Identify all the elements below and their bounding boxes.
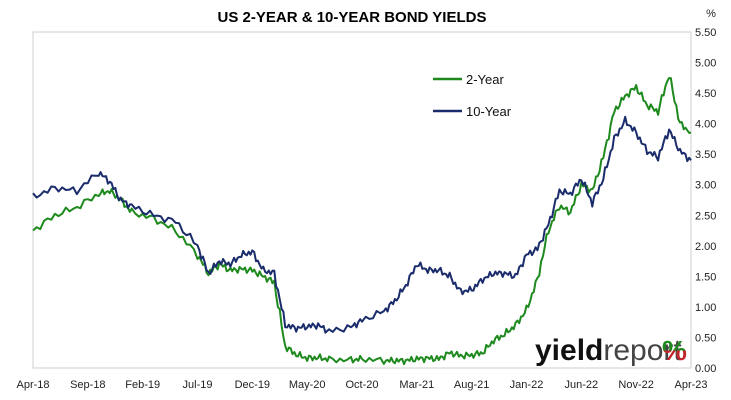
x-tick-label: Jan-22: [510, 379, 544, 391]
x-tick-label: Apr-23: [674, 379, 707, 391]
series-line-2-year: [32, 77, 692, 366]
y-tick-label: 0.00: [695, 363, 716, 375]
x-tick-label: Jun-22: [565, 379, 599, 391]
x-tick-label: Mar-21: [399, 379, 434, 391]
y-tick-label: 4.00: [695, 119, 716, 131]
y-tick-label: 4.50: [695, 88, 716, 100]
x-tick-label: Aug-21: [454, 379, 489, 391]
y-tick-label: 5.50: [695, 27, 716, 39]
x-tick-label: Dec-19: [235, 379, 270, 391]
brand-text-yield: yield: [535, 334, 603, 367]
y-axis-ticks: 0.00 0.50 1.00 1.50 2.00 2.50 3.00 3.50 4.00 4.50…: [695, 27, 716, 375]
legend-label: 2-Year: [466, 72, 504, 87]
yieldreport-logo: yieldreport %: [535, 334, 687, 367]
y-tick-label: 0.50: [695, 332, 716, 344]
x-tick-label: Feb-19: [125, 379, 160, 391]
series-line-10-year: [32, 115, 692, 334]
x-axis-ticks: Apr-18 Sep-18 Feb-19 Jul-19 Dec-19 May-20 Oct-…: [16, 379, 707, 391]
y-tick-label: 3.50: [695, 149, 716, 161]
chart-title: US 2-YEAR & 10-YEAR BOND YIELDS: [218, 9, 487, 26]
x-tick-label: May-20: [289, 379, 326, 391]
legend-label: 10-Year: [466, 104, 512, 119]
brand-text-report: report: [603, 334, 682, 367]
series-lines: [32, 77, 692, 366]
x-tick-label: Nov-22: [618, 379, 653, 391]
y-tick-label: 1.50: [695, 271, 716, 283]
brand-logo-text: yieldreport: [535, 334, 682, 367]
x-tick-label: Jul-19: [183, 379, 213, 391]
plot-area: [32, 31, 692, 369]
percent-logo-icon: %: [662, 335, 687, 366]
y-tick-label: 3.00: [695, 180, 716, 192]
y-tick-label: 1.00: [695, 302, 716, 314]
x-tick-label: Sep-18: [70, 379, 105, 391]
y-tick-label: 2.00: [695, 241, 716, 253]
y-tick-label: 2.50: [695, 210, 716, 222]
y-tick-label: 5.00: [695, 58, 716, 70]
x-tick-label: Oct-20: [345, 379, 378, 391]
y-axis-unit: %: [706, 8, 716, 20]
legend: 2-Year 10-Year: [433, 72, 512, 119]
x-tick-label: Apr-18: [16, 379, 49, 391]
